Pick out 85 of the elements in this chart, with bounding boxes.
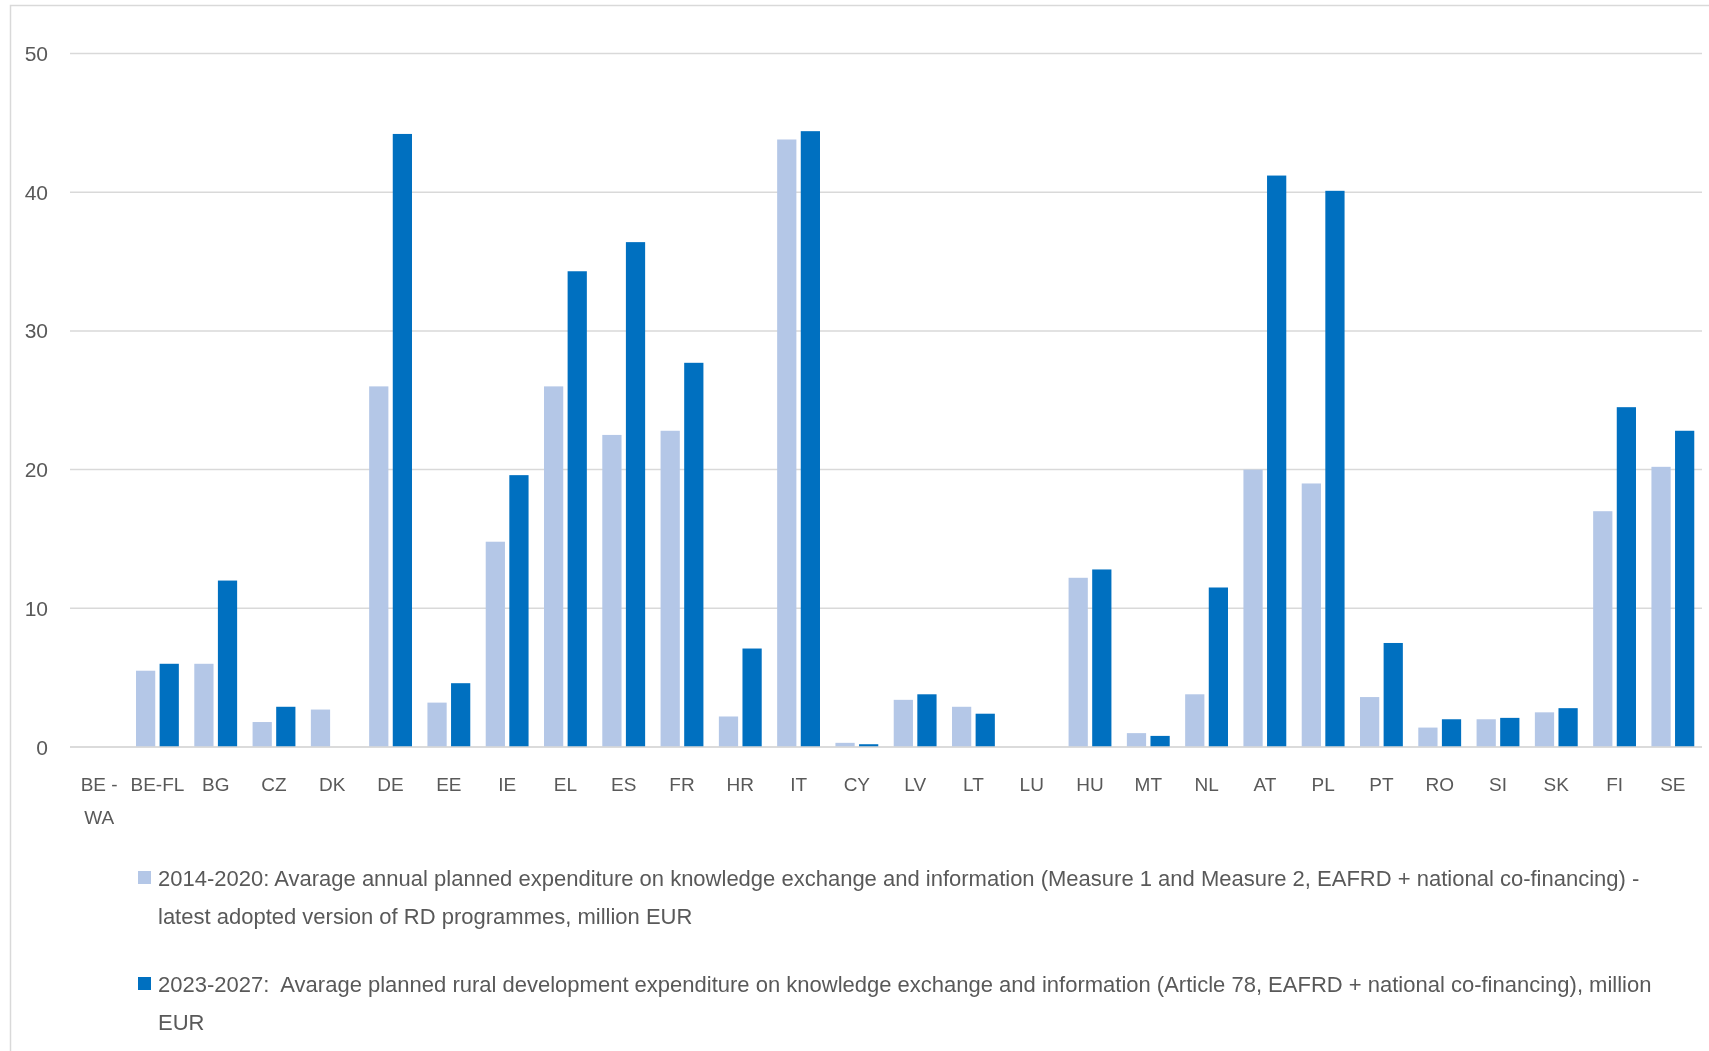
bar [1208,587,1228,747]
x-tick-label: DK [319,773,346,795]
y-tick-label: 10 [24,596,48,620]
bar [1675,430,1695,747]
y-tick-label: 20 [24,458,48,482]
bar [392,133,412,747]
bar [1418,727,1438,747]
bar [427,702,447,747]
y-tick-label: 40 [24,180,48,204]
x-tick-label: IE [498,773,517,795]
bar [1476,719,1496,747]
bar [1243,469,1263,747]
x-tick-label: ES [611,773,637,795]
bar [1267,175,1287,747]
bar [1558,708,1578,747]
bar [194,663,214,747]
bar [742,648,762,747]
x-tick-label: NL [1194,773,1219,795]
bar [602,434,622,747]
bar [217,580,238,747]
bar [718,716,739,747]
bar [310,709,331,747]
x-tick-label: FI [1606,773,1624,795]
bar [369,386,389,747]
bar [1383,642,1403,747]
x-tick-label: LT [963,773,985,795]
y-tick-label: 0 [36,735,48,759]
x-tick-label: BE-FL [130,773,185,795]
legend-label: 2023-2027: Avarage planned rural development expenditure on knowledge exchange and information (Article 78, EAFRD + national co-financing), million EUR [158,971,1652,1035]
bar [1441,719,1462,747]
y-tick-label: 30 [24,319,48,343]
bar [1301,483,1321,747]
x-tick-label: LU [1019,773,1044,795]
bar [1534,712,1555,747]
bar [917,694,937,747]
x-tick-label: SE [1660,773,1686,795]
bar [159,663,179,747]
bar [276,706,296,747]
bar [252,722,272,747]
bar [1185,694,1205,747]
bar [777,139,797,747]
bar [567,271,587,747]
x-tick-label: SK [1543,773,1570,795]
x-tick-label: HR [726,773,755,795]
bar [1068,577,1088,747]
x-tick-label: IT [790,773,808,795]
x-tick-label: HU [1076,773,1104,795]
bar [1500,717,1520,747]
x-tick-label: BG [201,773,230,795]
x-tick-label: MT [1134,773,1163,795]
bar [544,386,564,747]
x-tick-label: DE [377,773,404,795]
bar [509,475,529,747]
x-tick-label: AT [1253,773,1277,795]
bar [485,541,505,747]
x-tick-label: CZ [261,773,288,795]
bar [893,699,913,747]
x-tick-label: LV [904,773,927,795]
bar [660,430,680,747]
bar [1092,569,1112,747]
x-tick-label: PT [1369,773,1394,795]
x-tick-label: PL [1311,773,1335,795]
bar [1126,733,1147,747]
bar [1616,407,1636,747]
bar [975,713,995,747]
bar [136,670,156,747]
x-tick-label: SI [1489,773,1507,795]
bar [1360,697,1380,747]
bar [451,683,471,747]
bar [1150,735,1170,747]
x-tick-label: CY [843,773,871,795]
x-tick-label: EE [436,773,462,795]
x-tick-label: FR [669,773,695,795]
bar [800,131,820,747]
bar [952,706,972,747]
bar [1325,190,1345,747]
bar [1593,511,1613,747]
bar [684,362,704,747]
legend-label: 2014-2020: Avarage annual planned expenditure on knowledge exchange and information (Measure 1 and Measure 2, EAFRD + national co-financing) - latest adopted version of RD programmes, million EUR [158,865,1640,929]
x-tick-label: RO [1425,773,1454,795]
y-tick-label: 50 [24,42,48,65]
bar [625,242,646,747]
x-tick-label: EL [553,773,578,795]
bar [1651,466,1671,747]
x-tick-label: BE - WA [80,773,118,828]
